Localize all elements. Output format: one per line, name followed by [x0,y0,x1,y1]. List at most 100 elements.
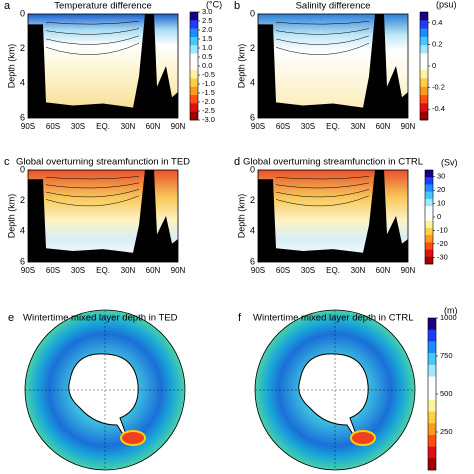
panel-label: f [238,312,242,324]
y-tick-label: 4 [250,226,255,236]
colorbar-cell [420,53,428,63]
colorbar-tick-label: 0 [437,212,441,221]
contour [275,28,370,35]
colorbar-cell [425,213,433,221]
antarctica [298,353,369,446]
colorbar-tick-label: 250 [440,427,453,436]
contour [275,21,370,25]
contour [45,195,140,207]
colorbar-cell [190,78,198,88]
y-tick-label: 4 [250,78,255,88]
x-tick-label: 90S [251,122,265,131]
colorbar-cell [428,434,436,447]
colorbar-tick-label: 1.5 [202,34,212,43]
x-tick-label: 30N [351,266,366,275]
colorbar-tick-label: 500 [440,389,453,398]
colorbar-cell [425,235,433,243]
deep-mixing [120,430,146,446]
colorbar-tick-label: -0.5 [202,70,215,79]
colorbar-tick-label: 0.5 [202,52,212,61]
colorbar-cell [428,411,436,424]
colorbar-units: (psu) [436,0,457,9]
colorbar-cell [420,86,428,96]
colorbar-cell [190,36,198,46]
colorbar-cell [420,103,428,112]
colorbar-cell [425,242,433,250]
colorbar-tick-label: -0.4 [432,104,445,113]
y-tick-label: 6 [20,112,25,122]
panel-label: b [234,0,240,12]
colorbar-cell [425,220,433,229]
colorbar-cell [420,95,428,104]
y-tick-label: 6 [250,256,255,266]
colorbar-cell [428,446,436,459]
colorbar-cell [425,206,433,214]
deep-mixing [350,430,376,446]
y-tick-label: 0 [20,8,25,18]
colorbar-cell [428,399,436,412]
y-tick-label: 0 [250,8,255,18]
x-tick-label: 30N [351,122,366,131]
contour [45,35,140,45]
contour [275,189,370,198]
x-tick-label: 60S [276,266,290,275]
colorbar-cell [190,70,198,79]
x-tick-label: 30S [301,122,315,131]
x-tick-label: 90N [171,266,186,275]
colorbar-tick-label: 0.0 [202,61,212,70]
colorbar-cell [190,95,198,104]
y-axis-label: Depth (km) [6,194,16,239]
colorbar-cell [425,177,433,185]
colorbar-cell [420,111,428,121]
x-tick-label: 90S [21,266,35,275]
colorbar-cell [425,227,433,236]
colorbar-cell [428,318,436,330]
topography [28,170,178,262]
contour [45,182,140,189]
colorbar-units: (m) [444,305,458,315]
x-tick-label: EQ. [326,266,340,275]
colorbar-cell [428,329,436,342]
x-tick-label: 60N [376,266,391,275]
x-tick-label: 90S [21,122,35,131]
colorbar-tick-label: -2.5 [202,106,215,115]
colorbar-tick-label: 2.5 [202,16,212,25]
y-tick-label: 0 [250,164,255,174]
panel-title: Salinity difference [296,1,371,12]
contour [275,35,370,45]
x-tick-label: 90N [401,122,416,131]
y-tick-label: 2 [250,43,255,53]
panel-title: Wintertime mixed layer depth in TED [23,313,178,324]
colorbar-tick-label: 10 [437,199,445,208]
x-tick-label: EQ. [96,266,110,275]
y-tick-label: 2 [250,195,255,205]
contour [275,195,370,207]
colorbar-cell [420,12,428,21]
colorbar-cell [428,341,436,354]
contour [45,42,140,55]
contour [45,176,140,180]
x-tick-label: EQ. [326,122,340,131]
colorbar-cell [425,191,433,200]
topography [258,14,408,118]
x-tick-label: 90S [251,266,265,275]
colorbar-tick-label: 1.0 [202,43,212,52]
y-tick-label: 0 [20,164,25,174]
colorbar-cell [425,184,433,192]
x-tick-label: EQ. [96,122,110,131]
y-axis-label: Depth (km) [236,194,246,239]
y-tick-label: 2 [20,195,25,205]
contour [45,21,140,25]
panel-label: d [234,156,240,168]
frame [257,13,409,119]
colorbar-cell [425,170,433,178]
colorbar-units: (Sv) [441,157,458,167]
colorbar-cell [190,12,198,21]
colorbar-cell [420,20,428,29]
contour [45,189,140,198]
colorbar-tick-label: 750 [440,351,453,360]
x-tick-label: 60N [146,122,161,131]
colorbar-tick-label: 0.4 [432,18,442,27]
frame [27,13,179,119]
